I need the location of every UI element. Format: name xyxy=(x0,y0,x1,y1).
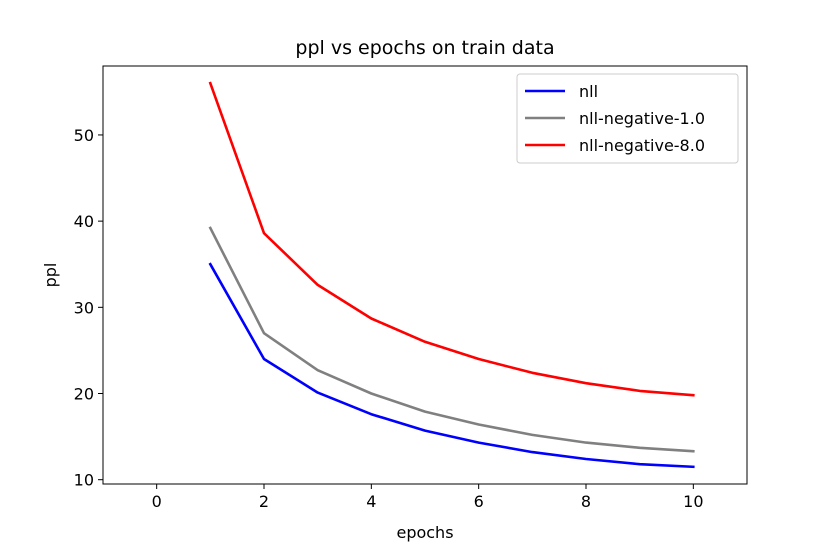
legend-label: nll-negative-1.0 xyxy=(579,109,705,128)
series-line-nll xyxy=(208,262,695,469)
series-line-nll-negative-1.0 xyxy=(208,226,695,453)
x-tick-label: 8 xyxy=(581,492,591,511)
x-tick-label: 10 xyxy=(683,492,703,511)
x-tick-label: 0 xyxy=(152,492,162,511)
series-line-nll-negative-8.0 xyxy=(208,81,695,397)
legend-box xyxy=(516,73,739,164)
legend-label: nll xyxy=(579,82,598,101)
x-tick-label: 4 xyxy=(366,492,376,511)
plot-frame xyxy=(102,65,748,485)
y-tick-label: 50 xyxy=(74,126,94,145)
y-tick-label: 10 xyxy=(74,471,94,490)
x-tick-label: 2 xyxy=(259,492,269,511)
y-tick-label: 40 xyxy=(74,212,94,231)
chart-title: ppl vs epochs on train data xyxy=(295,37,554,59)
y-tick-label: 30 xyxy=(74,298,94,317)
x-tick-label: 6 xyxy=(474,492,484,511)
legend-label: nll-negative-8.0 xyxy=(579,136,705,155)
x-axis-label: epochs xyxy=(396,523,453,542)
y-axis-label: ppl xyxy=(41,263,60,288)
y-tick-label: 20 xyxy=(74,385,94,404)
